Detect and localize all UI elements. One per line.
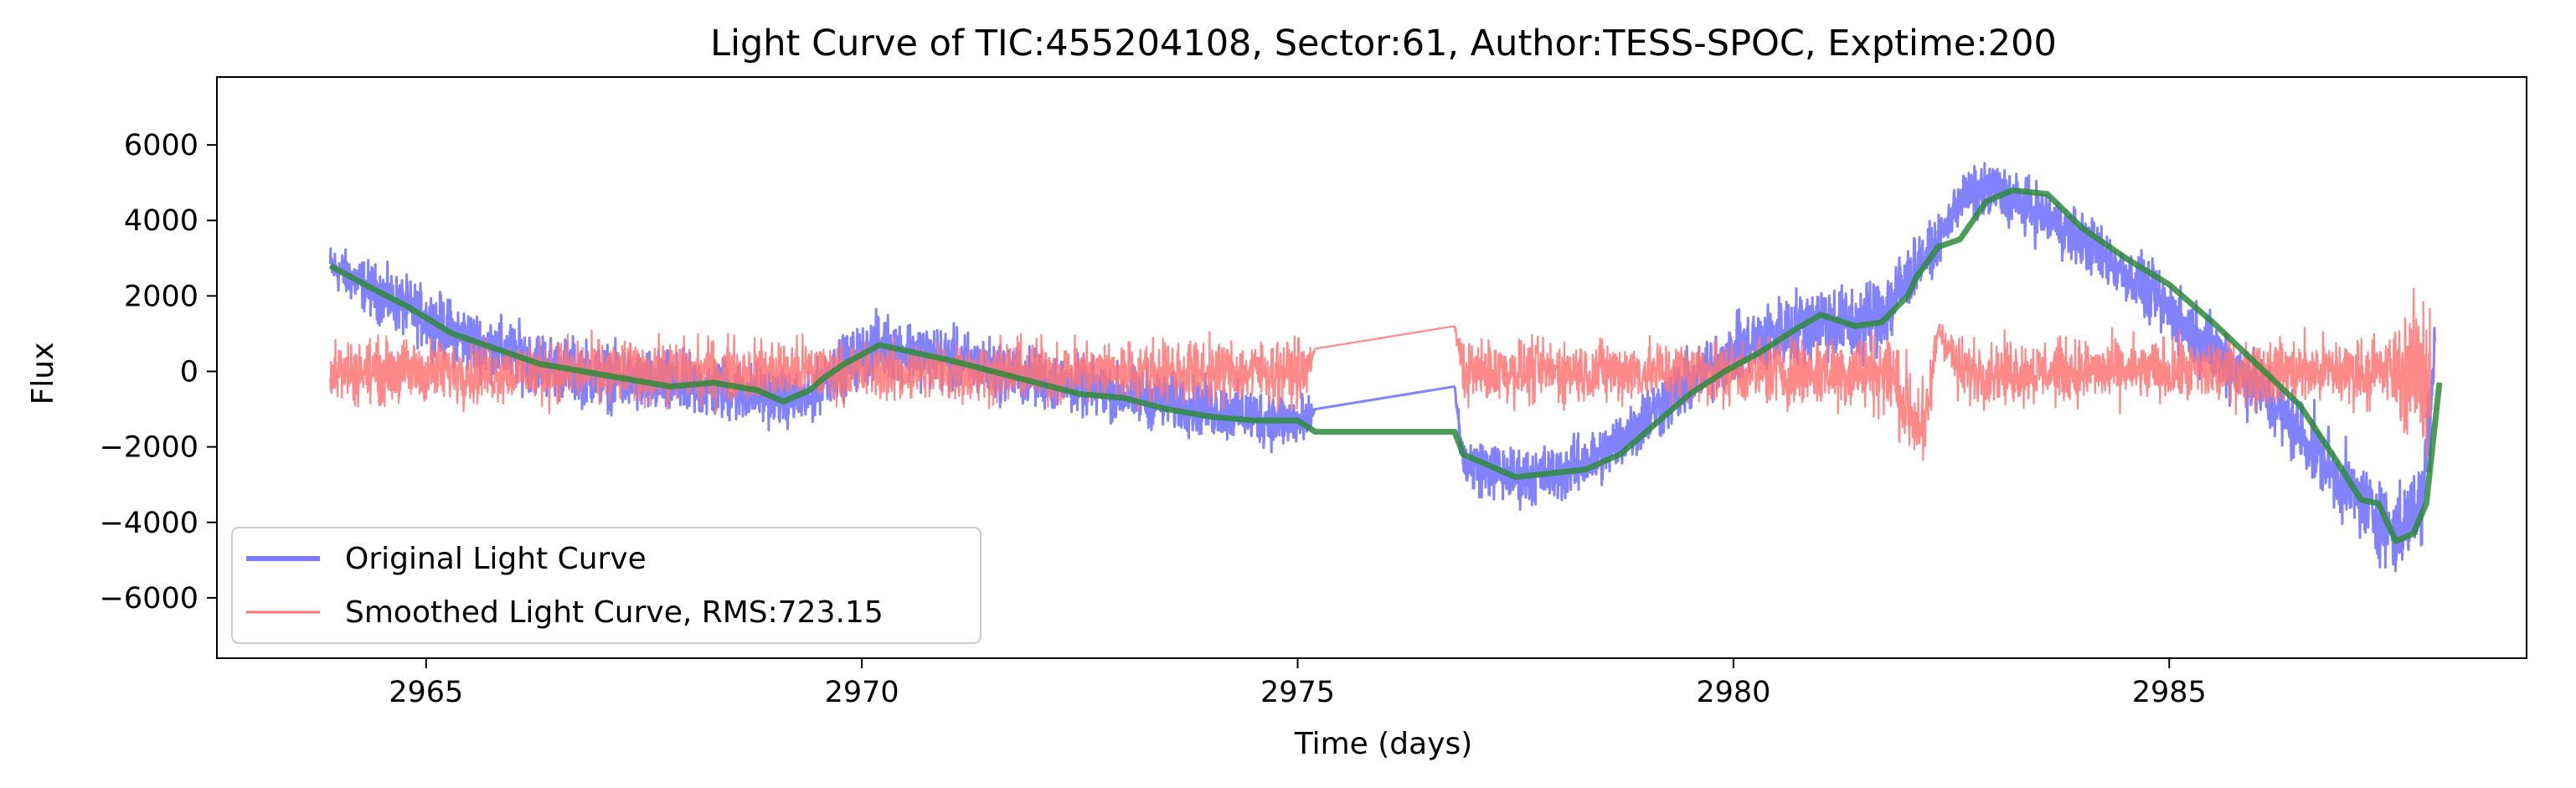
- trend-line: [328, 187, 2443, 544]
- y-tick-label: 4000: [124, 204, 198, 238]
- y-tick-label: 2000: [124, 280, 198, 313]
- x-axis: 2965 2970 2975 2980 2985: [389, 658, 2207, 709]
- legend-box: [231, 527, 981, 644]
- y-tick-label: 0: [180, 356, 198, 389]
- x-tick-label: 2970: [825, 676, 899, 709]
- y-axis: −6000 −4000 −2000 0 2000 4000 6000: [100, 129, 217, 615]
- series-layer: [328, 162, 2443, 573]
- legend-label-smoothed: Smoothed Light Curve, RMS:723.15: [345, 595, 884, 630]
- x-tick-label: 2980: [1696, 676, 1770, 709]
- x-tick-label: 2965: [389, 676, 463, 709]
- y-tick-label: 6000: [124, 129, 198, 162]
- smoothed-light-curve-line: [329, 287, 2432, 461]
- x-axis-label: Time (days): [1294, 727, 1473, 761]
- y-tick-label: −2000: [100, 431, 198, 465]
- x-tick-label: 2975: [1260, 676, 1335, 709]
- legend-label-original: Original Light Curve: [345, 542, 647, 576]
- y-tick-label: −4000: [100, 507, 198, 540]
- y-tick-label: −6000: [100, 582, 198, 615]
- y-axis-label: Flux: [26, 342, 60, 405]
- x-tick-label: 2985: [2132, 676, 2207, 709]
- legend: Original Light Curve Smoothed Light Curv…: [231, 527, 981, 644]
- plot-frame: [216, 76, 2527, 659]
- chart-title: Light Curve of TIC:455204108, Sector:61,…: [710, 23, 2057, 64]
